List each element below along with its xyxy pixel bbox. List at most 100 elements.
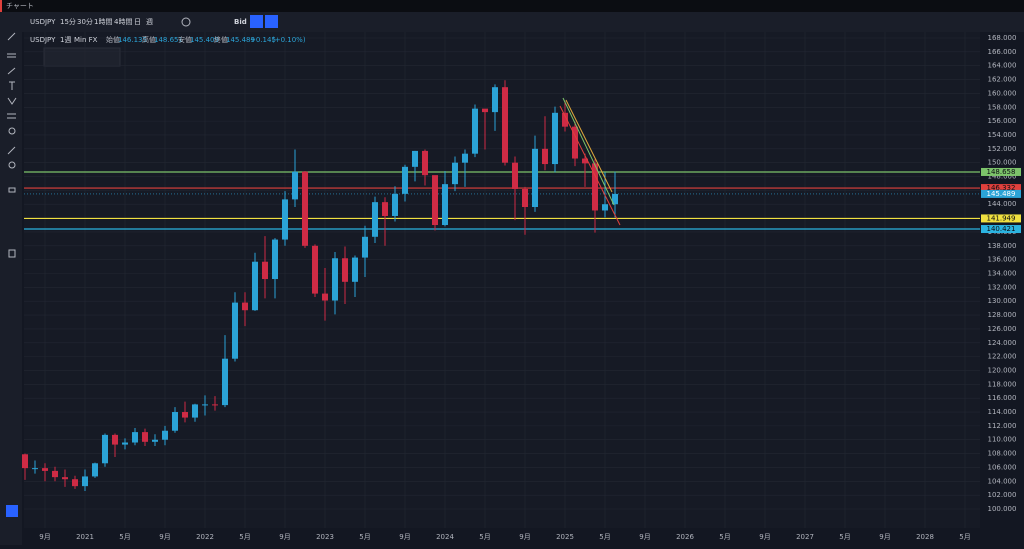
- candle-body: [42, 468, 48, 471]
- legend-change-pct: (+0.10%): [272, 36, 306, 44]
- tool[interactable]: [8, 161, 16, 169]
- candle-body: [112, 434, 118, 445]
- line-style[interactable]: [250, 15, 263, 28]
- ohlc-label: 終値: [214, 35, 228, 44]
- y-tick-label: 156.000: [988, 117, 1017, 125]
- price-tag: [981, 189, 1021, 198]
- drawing-toolbar: [43, 47, 121, 67]
- x-tick-label: 5月: [959, 533, 970, 541]
- title-bar: [0, 0, 1024, 12]
- y-tick-label: 118.000: [988, 380, 1017, 388]
- y-tick-label: 120.000: [988, 366, 1017, 374]
- candle-body: [312, 245, 318, 294]
- price-side[interactable]: Bid: [234, 18, 247, 26]
- candle-body: [102, 434, 108, 464]
- symbol-button[interactable]: USDJPY: [30, 18, 56, 26]
- candle-body: [542, 148, 548, 165]
- candle-body: [492, 87, 498, 113]
- trend-line: [559, 105, 621, 226]
- y-tick-label: 132.000: [988, 283, 1017, 291]
- candle-body: [462, 153, 468, 163]
- interval-button[interactable]: 15分: [60, 17, 76, 26]
- candle-body: [332, 258, 338, 301]
- y-tick-label: 104.000: [988, 477, 1017, 485]
- trend-line: [562, 97, 615, 206]
- tool[interactable]: [7, 97, 17, 105]
- x-tick-label: 2024: [436, 533, 454, 541]
- area-style[interactable]: [265, 15, 278, 28]
- y-tick-label: 144.000: [988, 200, 1017, 208]
- x-tick-label: 9月: [519, 533, 530, 541]
- candle-body: [262, 261, 268, 280]
- candle-body: [282, 199, 288, 240]
- tool[interactable]: [7, 67, 16, 75]
- candle-body: [22, 454, 28, 469]
- price-tag-label: 145.489: [987, 190, 1016, 198]
- tool[interactable]: [9, 81, 15, 90]
- interval-button[interactable]: 1時間: [94, 18, 112, 26]
- add-indicator[interactable]: [181, 17, 191, 27]
- price-tag: [981, 225, 1021, 234]
- y-tick-label: 124.000: [988, 339, 1017, 347]
- y-tick-label: 148.000: [988, 173, 1017, 181]
- tool[interactable]: [7, 32, 16, 41]
- candle-body: [72, 479, 78, 487]
- candle-body: [52, 470, 58, 478]
- x-tick-label: 5月: [599, 533, 610, 541]
- x-tick-label: 2025: [556, 533, 574, 541]
- title-accent: [0, 0, 2, 12]
- ohlc-label: 安値: [178, 35, 192, 44]
- candle-body: [352, 257, 358, 282]
- x-tick-label: 2022: [196, 533, 214, 541]
- candle-body: [222, 358, 228, 406]
- candle-body: [142, 432, 148, 442]
- candle-body: [372, 202, 378, 237]
- candle-body: [182, 412, 188, 418]
- left-toolbar: [0, 12, 22, 545]
- tool[interactable]: [7, 53, 16, 58]
- interval-button[interactable]: 日: [134, 18, 141, 26]
- price-tag-label: 148.658: [987, 168, 1016, 176]
- x-tick-label: 9月: [39, 533, 50, 541]
- candle-body: [32, 468, 38, 470]
- candle-body: [592, 163, 598, 211]
- x-tick-label: 9月: [399, 533, 410, 541]
- price-tag: [981, 167, 1021, 176]
- candle-body: [292, 171, 298, 200]
- y-tick-label: 110.000: [988, 436, 1017, 444]
- y-tick-label: 106.000: [988, 463, 1017, 471]
- y-tick-label: 108.000: [988, 450, 1017, 458]
- candle-body: [362, 236, 368, 258]
- price-tag: [981, 214, 1021, 223]
- tool[interactable]: [7, 146, 16, 155]
- tool[interactable]: [7, 113, 16, 119]
- x-tick-label: 5月: [839, 533, 850, 541]
- candle-body: [482, 108, 488, 113]
- candle-body: [122, 442, 128, 445]
- tool[interactable]: [8, 249, 16, 258]
- x-tick-label: 5月: [239, 533, 250, 541]
- tool[interactable]: [8, 187, 16, 193]
- candle-body: [452, 162, 458, 185]
- x-tick-label: 2028: [916, 533, 934, 541]
- candle-body: [532, 148, 538, 208]
- x-tick-label: 9月: [879, 533, 890, 541]
- candle-body: [192, 404, 198, 418]
- tool[interactable]: [8, 127, 16, 135]
- candle-body: [522, 188, 528, 208]
- y-tick-label: 164.000: [988, 62, 1017, 70]
- interval-button[interactable]: 4時間: [114, 18, 132, 26]
- x-tick-label: 9月: [159, 533, 170, 541]
- y-tick-label: 160.000: [988, 89, 1017, 97]
- tool-icons: [7, 32, 17, 258]
- ohlc-value: 148.651: [154, 36, 183, 44]
- x-tick-label: 5月: [119, 533, 130, 541]
- candle-body: [202, 404, 208, 406]
- y-tick-label: 168.000: [988, 34, 1017, 42]
- star-tool[interactable]: [6, 505, 18, 517]
- candle-body: [422, 150, 428, 176]
- interval-button[interactable]: 30分: [77, 17, 93, 26]
- interval-button[interactable]: 週: [146, 17, 153, 26]
- candle-body: [572, 126, 578, 159]
